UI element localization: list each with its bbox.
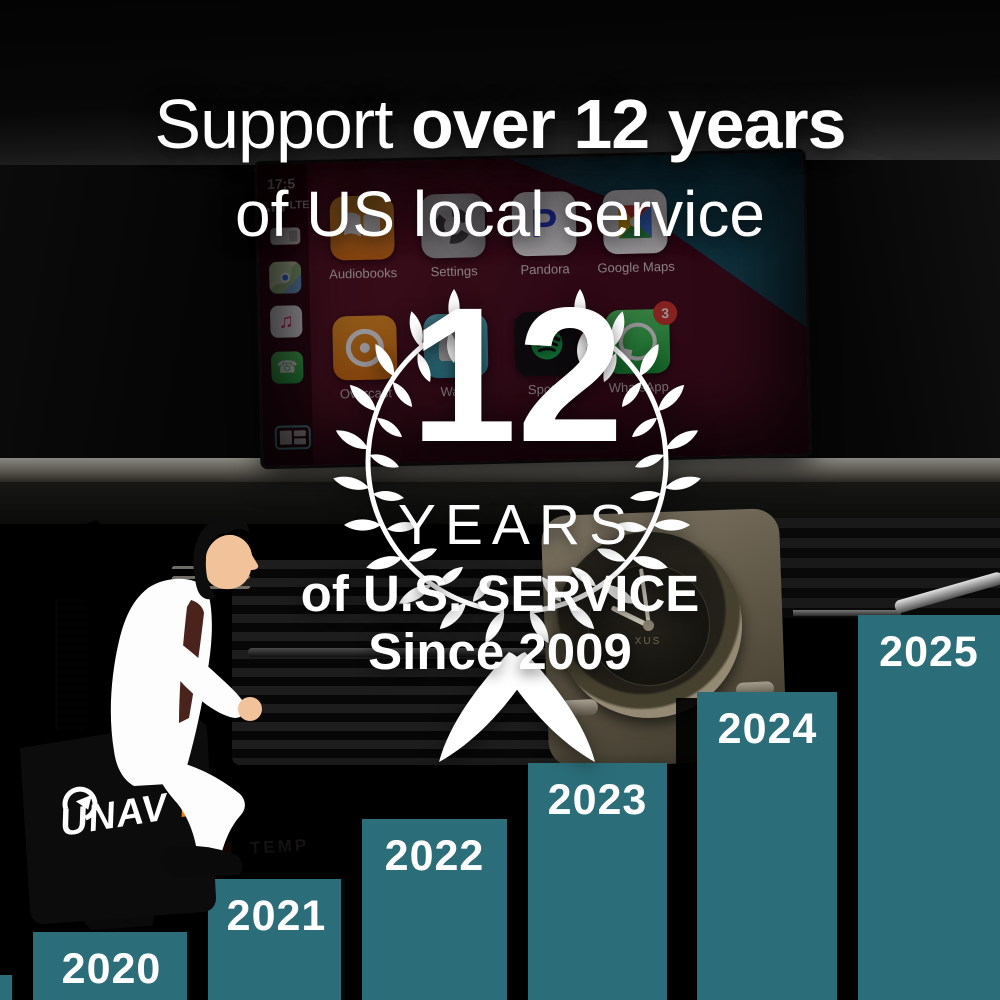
clock-brand-text: XUS bbox=[634, 636, 662, 647]
businessman-illustration: UNAV i bbox=[20, 515, 262, 930]
stair-bar-2020: 2020 bbox=[33, 932, 190, 1000]
app-spotify: Spotify bbox=[514, 310, 580, 397]
chrome-rod bbox=[793, 610, 901, 616]
tagline-line2: Since 2009 bbox=[368, 623, 632, 680]
stair-bar-2025: 2025 bbox=[858, 615, 1000, 1000]
stair-bar-2022: 2022 bbox=[362, 819, 507, 1000]
vent-slat-bar bbox=[248, 648, 548, 657]
unavi-arrow-head bbox=[75, 794, 92, 810]
spotify-icon bbox=[514, 310, 580, 377]
badge-number: 12 bbox=[410, 267, 624, 482]
unavi-arrow-icon bbox=[62, 786, 98, 821]
app-grid-row1: Audiobooks Settings P Pandora bbox=[329, 188, 675, 282]
man-face bbox=[204, 534, 259, 590]
headline-line2: of US local service bbox=[235, 178, 765, 250]
man-front-leg bbox=[155, 758, 245, 859]
audiobooks-icon bbox=[329, 195, 395, 261]
headline-line1: Support over 12 years bbox=[0, 86, 1000, 162]
carplay-screen: 17:5 LTE ♫ ☎ Audiobooks bbox=[256, 151, 810, 467]
badge-years-label: YEARS bbox=[397, 493, 637, 557]
dashboard-top-panel bbox=[0, 0, 1000, 170]
headline: Support over 12 years of US local servic… bbox=[0, 86, 1000, 252]
dashboard-trim-shadow bbox=[0, 482, 1000, 524]
app-google-maps: Google Maps bbox=[597, 188, 675, 276]
man-front-arm bbox=[148, 622, 245, 718]
dashboard-left-panel bbox=[0, 165, 265, 475]
headline-emphasis: over 12 years bbox=[411, 85, 847, 163]
right-air-vent bbox=[765, 518, 1000, 618]
stair-bar-2024: 2024 bbox=[697, 692, 838, 1000]
year-label: 2025 bbox=[879, 628, 979, 676]
wreath-right-branch bbox=[505, 289, 703, 762]
stair-bar-2021: 2021 bbox=[208, 879, 345, 1000]
year-label: 2024 bbox=[717, 705, 818, 753]
tagline-line1: of U.S. SERVICE bbox=[300, 565, 700, 622]
clock-center-cap bbox=[643, 620, 654, 631]
laurel-wreath-icon bbox=[331, 289, 703, 762]
year-label: 2021 bbox=[226, 892, 327, 940]
stair-bar-2023: 2023 bbox=[528, 763, 667, 1000]
year-label: 2022 bbox=[384, 832, 485, 880]
app-audiobooks: Audiobooks bbox=[329, 195, 397, 282]
headline-lead: Support bbox=[154, 85, 412, 163]
dashboard-right-panel bbox=[800, 160, 1000, 470]
app-grid-row2: Overcast Waze Spotify bbox=[332, 300, 678, 402]
wreath-left-branch bbox=[331, 289, 529, 762]
man-front-hand bbox=[238, 697, 262, 721]
man-hair bbox=[193, 515, 250, 600]
dashboard-trim bbox=[0, 458, 1000, 482]
year-label: 2023 bbox=[547, 776, 648, 824]
wreath-bottom-swoosh bbox=[439, 652, 529, 762]
year-label: 2020 bbox=[61, 945, 162, 993]
stair-bar-partial bbox=[0, 975, 14, 1000]
google-maps-icon bbox=[602, 188, 668, 255]
man-front-shoe bbox=[160, 845, 243, 877]
